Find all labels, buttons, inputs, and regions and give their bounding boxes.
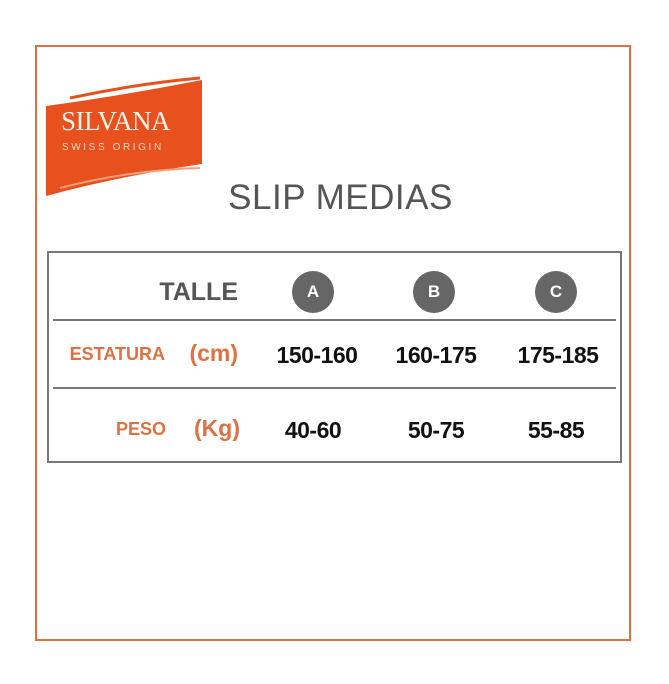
- logo-tagline: SWISS ORIGIN: [62, 142, 164, 153]
- peso-label: PESO: [115, 419, 166, 439]
- estatura-c: 175-185: [517, 342, 599, 368]
- peso-c: 55-85: [527, 417, 585, 443]
- size-badge-b: B: [413, 271, 455, 313]
- size-badge-a: A: [292, 271, 334, 313]
- size-table: [47, 251, 622, 463]
- page-title: SLIP MEDIAS: [228, 178, 453, 217]
- divider: [53, 319, 616, 321]
- size-badge-c: C: [535, 271, 577, 313]
- estatura-b: 160-175: [395, 342, 477, 368]
- peso-a: 40-60: [284, 417, 342, 443]
- silvana-logo: SILVANA SWISS ORIGIN: [40, 76, 205, 198]
- logo-brand: SILVANA: [61, 106, 171, 136]
- estatura-label: ESTATURA: [69, 344, 165, 364]
- estatura-unit: (cm): [189, 340, 238, 366]
- divider: [53, 387, 616, 389]
- peso-b: 50-75: [407, 417, 465, 443]
- estatura-a: 150-160: [276, 342, 358, 368]
- talle-label: TALLE: [159, 278, 238, 306]
- page-frame: [35, 45, 631, 641]
- peso-unit: (Kg): [194, 415, 240, 441]
